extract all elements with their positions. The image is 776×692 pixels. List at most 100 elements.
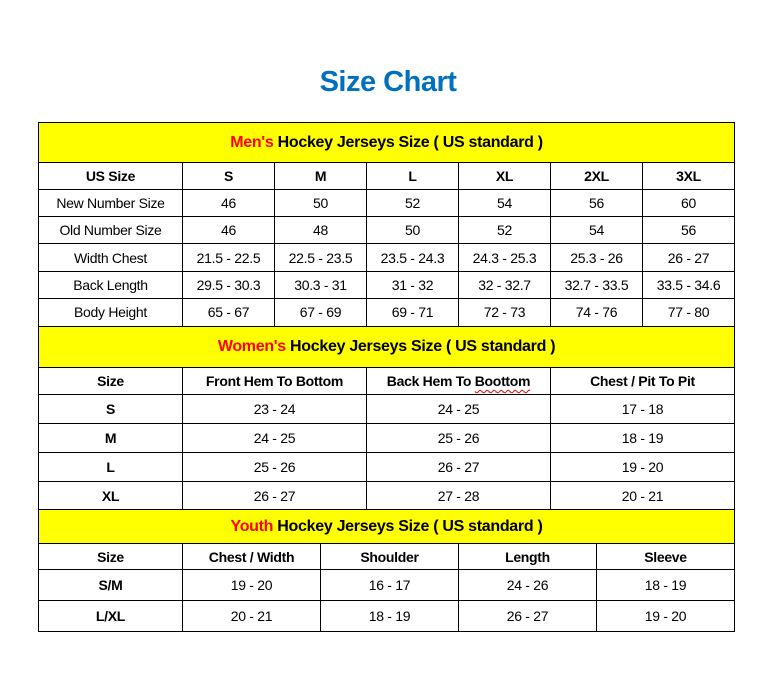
column-header-label: XL — [495, 168, 514, 184]
row-label: Old Number Size — [38, 216, 183, 245]
row-label: M — [38, 423, 183, 453]
table-cell: 26 - 27 — [182, 481, 367, 510]
womens-header-row: Women's Hockey Jerseys Size ( US standar… — [37, 326, 736, 368]
row-label: Width Chest — [38, 243, 183, 272]
table-cell: 26 - 27 — [458, 600, 597, 632]
column-header-label: Size — [97, 548, 124, 565]
column-header: Chest / Width — [182, 543, 321, 570]
table-cell: 52 — [366, 188, 459, 218]
row-label: L/XL — [38, 600, 183, 632]
table-cell: 27 - 28 — [366, 481, 551, 510]
table-row: S 23 - 24 24 - 25 17 - 18 — [38, 394, 736, 424]
table-cell: 25 - 26 — [366, 423, 551, 453]
table-cell: 18 - 19 — [596, 569, 735, 601]
row-label: XL — [38, 481, 183, 510]
table-cell: 24 - 25 — [182, 423, 367, 453]
table-cell: 19 - 20 — [549, 452, 736, 482]
column-header: L — [366, 162, 459, 190]
table-cell: 33.5 - 34.6 — [641, 270, 736, 300]
table-row: Back Length 29.5 - 30.3 30.3 - 31 31 - 32 32… — [38, 270, 736, 300]
table-cell: 50 — [274, 188, 367, 218]
table-cell: 26 - 27 — [366, 452, 551, 482]
youth-size-table: Youth Hockey Jerseys Size ( US standard … — [38, 509, 735, 632]
column-header: Size — [38, 543, 183, 570]
table-row: L 25 - 26 26 - 27 19 - 20 — [38, 452, 736, 482]
table-row: S/M 19 - 20 16 - 17 24 - 26 18 - 19 — [38, 569, 735, 601]
table-cell: 20 - 21 — [549, 481, 736, 510]
column-header-label: L — [408, 168, 417, 184]
table-cell: 50 — [366, 216, 459, 245]
column-header: Length — [458, 543, 597, 570]
column-header-label: 3XL — [676, 168, 701, 184]
table-cell: 77 - 80 — [641, 298, 736, 327]
column-header: Front Hem To Bottom — [182, 367, 367, 395]
mens-header-row: Men's Hockey Jerseys Size ( US standard … — [37, 122, 736, 163]
column-header: M — [274, 162, 367, 190]
column-header: 3XL — [641, 162, 736, 190]
column-header: 2XL — [550, 162, 643, 190]
table-cell: 19 - 20 — [596, 600, 735, 632]
column-header-label: Front Hem To Bottom — [205, 373, 344, 389]
table-cell: 54 — [458, 188, 551, 218]
column-header-label: 2XL — [584, 168, 609, 184]
table-cell: 74 - 76 — [550, 298, 643, 327]
table-row: Width Chest 21.5 - 22.5 22.5 - 23.5 23.5 - … — [38, 243, 736, 272]
column-header: Sleeve — [596, 543, 735, 570]
table-cell: 65 - 67 — [182, 298, 275, 327]
womens-size-table: Women's Hockey Jerseys Size ( US standar… — [37, 326, 736, 510]
table-cell: 17 - 18 — [549, 394, 736, 424]
womens-column-headers: Size Front Hem To Bottom Back Hem To Boott… — [38, 367, 736, 395]
mens-column-headers: US Size S M L XL 2XL 3XL — [38, 162, 736, 190]
column-header: Shoulder — [320, 543, 459, 570]
table-row: Body Height 65 - 67 67 - 69 69 - 71 72 - 73 7… — [38, 298, 736, 327]
youth-section-header: Youth Hockey Jerseys Size ( US standard … — [38, 509, 735, 544]
column-header: Size — [38, 367, 183, 395]
table-row: L/XL 20 - 21 18 - 19 26 - 27 19 - 20 — [38, 600, 735, 632]
header-highlight: Women's — [217, 338, 286, 355]
table-cell: 60 — [641, 188, 736, 218]
header-highlight: Youth — [230, 517, 274, 535]
table-cell: 56 — [550, 188, 643, 218]
column-header-label: S — [223, 168, 234, 184]
table-cell: 46 — [182, 216, 275, 245]
table-cell: 31 - 32 — [366, 270, 459, 300]
youth-column-headers: Size Chest / Width Shoulder Length Sleeve — [38, 543, 735, 570]
table-cell: 25 - 26 — [182, 452, 367, 482]
header-highlight: Men's — [230, 133, 274, 151]
row-label: Back Length — [38, 270, 183, 300]
header-text: Hockey Jerseys Size ( US standard ) — [273, 133, 543, 151]
table-cell: 18 - 19 — [320, 600, 459, 632]
spellcheck-word: Boottom — [474, 373, 531, 389]
table-cell: 54 — [550, 216, 643, 245]
table-row: New Number Size 46 50 52 54 56 60 — [38, 188, 736, 218]
table-cell: 30.3 - 31 — [274, 270, 367, 300]
table-cell: 32 - 32.7 — [458, 270, 551, 300]
table-cell: 19 - 20 — [182, 569, 321, 601]
column-header: S — [182, 162, 275, 190]
column-header: Chest / Pit To Pit — [549, 367, 736, 395]
mens-size-table: Men's Hockey Jerseys Size ( US standard … — [37, 122, 736, 327]
row-label: S/M — [38, 569, 183, 601]
table-cell: 21.5 - 22.5 — [182, 243, 275, 272]
table-row: XL 26 - 27 27 - 28 20 - 21 — [38, 481, 736, 510]
womens-section-header: Women's Hockey Jerseys Size ( US standar… — [37, 326, 736, 368]
youth-header-row: Youth Hockey Jerseys Size ( US standard … — [38, 509, 735, 544]
table-cell: 72 - 73 — [458, 298, 551, 327]
row-label: S — [38, 394, 183, 424]
table-cell: 48 — [274, 216, 367, 245]
column-header: XL — [458, 162, 551, 190]
table-cell: 23 - 24 — [182, 394, 367, 424]
row-label: New Number Size — [38, 188, 183, 218]
table-cell: 25.3 - 26 — [550, 243, 643, 272]
table-cell: 22.5 - 23.5 — [274, 243, 367, 272]
header-text: Hockey Jerseys Size ( US standard ) — [273, 517, 543, 535]
table-cell: 56 — [641, 216, 736, 245]
table-cell: 24 - 25 — [366, 394, 551, 424]
table-cell: 24.3 - 25.3 — [458, 243, 551, 272]
row-label: Body Height — [38, 298, 183, 327]
row-label: L — [38, 452, 183, 482]
column-header-label: US Size — [85, 168, 136, 184]
table-cell: 29.5 - 30.3 — [182, 270, 275, 300]
table-row: Old Number Size 46 48 50 52 54 56 — [38, 216, 736, 245]
table-cell: 69 - 71 — [366, 298, 459, 327]
